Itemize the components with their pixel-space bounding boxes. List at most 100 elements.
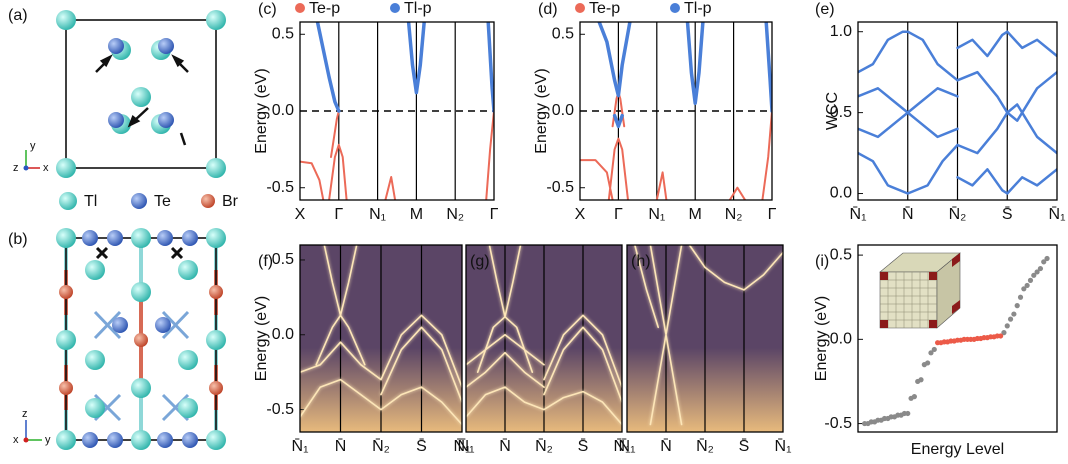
- x-tick-label: Γ: [490, 206, 499, 223]
- band-line: [634, 245, 783, 426]
- panel-label: (a): [8, 7, 28, 24]
- plot-frame: [857, 244, 1058, 433]
- y-tick-label: 0.5: [830, 104, 852, 121]
- plot-frame: [299, 21, 495, 201]
- y-tick-label: 0.0: [830, 331, 852, 348]
- point: [911, 394, 917, 400]
- chart: 1.0 0.5 0.0 N̄₁ N̄ N̄₂ S̄ N̄₁ (e) WCC: [815, 1, 1065, 223]
- x-tick-label: N̄₂: [696, 438, 714, 455]
- band-line: [858, 30, 1057, 195]
- legend-marker: [295, 3, 305, 13]
- axis-label: z: [13, 162, 19, 174]
- x-tick-label: N̄: [660, 438, 672, 455]
- arrows: [95, 54, 189, 146]
- x-tick-label: N₁: [648, 206, 665, 223]
- point: [928, 350, 934, 356]
- y-tick-label: -0.5: [266, 179, 294, 196]
- x-tick-label: S̄: [739, 438, 750, 455]
- band-line: [300, 245, 462, 426]
- point: [1001, 330, 1007, 336]
- legend-marker: [670, 3, 680, 13]
- plot-marks: [300, 245, 462, 426]
- axis-label: x: [13, 434, 19, 446]
- x-tick-label: X: [575, 206, 586, 223]
- panel-label: (i): [815, 253, 829, 270]
- point: [1037, 265, 1044, 272]
- panel-b: (b): [8, 228, 226, 450]
- x-tick-label: N₂: [725, 206, 743, 223]
- point: [1011, 311, 1017, 317]
- point: [1007, 316, 1014, 322]
- panel-label: (f): [258, 253, 273, 270]
- x-tick-label: N̄₁: [850, 206, 867, 223]
- x-tick-label: Γ: [334, 206, 343, 223]
- point: [1017, 294, 1024, 300]
- panel-label: (e): [815, 1, 835, 18]
- legend-label: Br: [222, 193, 239, 210]
- y-axis-label: Energy (eV): [813, 296, 830, 381]
- x-tick-label: N̄₁: [292, 438, 309, 455]
- axis-label: y: [30, 140, 36, 152]
- point: [1044, 255, 1050, 262]
- panel-label: (h): [631, 253, 651, 270]
- point: [925, 360, 931, 366]
- atoms: [56, 10, 226, 178]
- plot-frame: [299, 244, 463, 433]
- panel-label: (b): [8, 231, 28, 248]
- y-tick-label: 1.0: [830, 23, 852, 40]
- band-line: [300, 110, 494, 200]
- x-tick-label: S̄: [416, 438, 427, 455]
- plot-marks: [580, 22, 772, 200]
- y-tick-label: 0.0: [830, 185, 852, 202]
- legend-marker: [390, 3, 400, 13]
- y-tick-label: -0.5: [266, 401, 294, 418]
- panel-label: (g): [470, 253, 490, 270]
- plot-marks: [634, 245, 783, 426]
- x-tick-label: N̄₁: [458, 438, 475, 455]
- chart: N̄₁ N̄ N̄₂ S̄ N̄₁ (h): [619, 244, 792, 455]
- y-tick-label: 0.5: [272, 25, 294, 42]
- x-tick-label: S̄: [578, 438, 589, 455]
- plot-marks: [466, 245, 622, 426]
- unit-cell: [65, 19, 217, 169]
- plot-frame: [465, 244, 623, 433]
- point: [1014, 303, 1020, 309]
- x-tick-label: N̄₁: [775, 438, 792, 455]
- x-tick-label: N̄₁: [1049, 206, 1066, 223]
- y-axis-label: Energy (eV): [533, 68, 550, 153]
- x-tick-label: N̄: [902, 206, 914, 223]
- x-tick-label: Γ: [768, 206, 777, 223]
- legend-label: Te-p: [589, 0, 620, 17]
- x-tick-label: N̄₁: [614, 438, 631, 455]
- band-line: [580, 91, 772, 200]
- chart: 0.5 0.0 -0.5X Γ N₁ M N₂ Γ Te-p Tl-p (c) Energy (eV): [253, 0, 498, 223]
- x-tick-label: Γ: [614, 206, 623, 223]
- point: [1034, 269, 1040, 275]
- x-tick-label: M: [689, 206, 702, 223]
- y-axis-label: Energy (eV): [253, 296, 270, 381]
- point: [931, 346, 937, 353]
- legend-label: Tl: [84, 193, 97, 210]
- band-line: [315, 22, 494, 113]
- x-tick-label: S̄: [1002, 206, 1013, 223]
- plot-frame: [857, 21, 1058, 201]
- axes-icon: z x y: [13, 408, 51, 446]
- panel-a: (a) y z x: [8, 7, 226, 178]
- y-tick-label: -0.5: [546, 179, 574, 196]
- cross-marks: [95, 246, 184, 260]
- y-tick-label: 0.5: [830, 246, 852, 263]
- point: [1021, 286, 1027, 292]
- y-tick-label: -0.5: [824, 415, 852, 432]
- axis-label: x: [43, 162, 49, 174]
- plot-frame: [579, 21, 773, 201]
- chart: 0.5 0.0 -0.5 (i) Energy (eV) Energy Level: [813, 244, 1058, 458]
- point: [1031, 272, 1037, 278]
- x-tick-label: N̄₂: [535, 438, 553, 455]
- legend-label: Tl-p: [684, 0, 712, 17]
- panel-label: (d): [538, 1, 558, 18]
- band-line: [597, 22, 772, 129]
- y-tick-label: 0.0: [272, 326, 294, 343]
- x-tick-label: N̄₁: [619, 438, 636, 455]
- x-tick-label: X: [295, 206, 306, 223]
